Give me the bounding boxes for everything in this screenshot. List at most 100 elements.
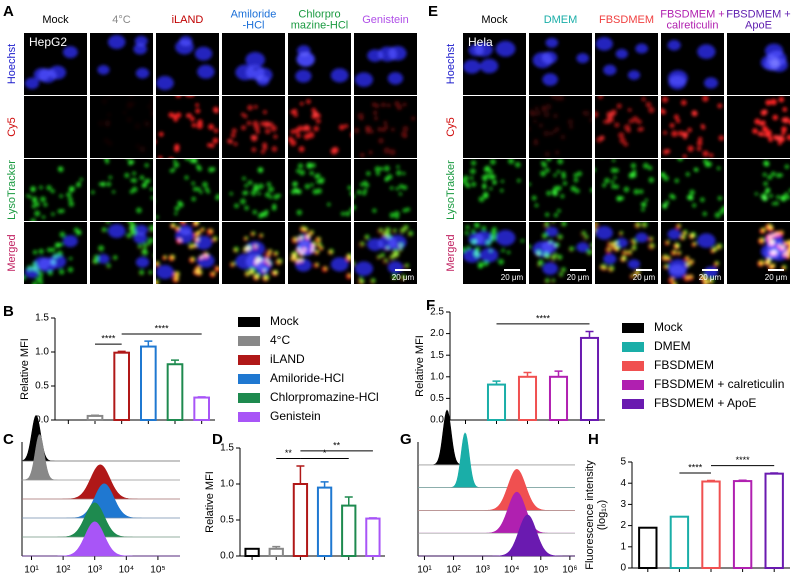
- cy5-spot: [389, 149, 396, 156]
- lyso-spot: [90, 190, 95, 195]
- cy5-spot: [627, 108, 632, 112]
- lyso-spot: [545, 168, 550, 173]
- lyso-spot: [296, 209, 303, 216]
- cy5-spot: [619, 137, 626, 144]
- lyso-spot: [297, 163, 304, 169]
- lyso-spot: [545, 278, 550, 283]
- lyso-spot: [471, 181, 477, 187]
- lyso-spot: [762, 172, 767, 177]
- lyso-spot: [685, 172, 690, 177]
- lyso-spot: [191, 181, 196, 186]
- lyso-spot: [258, 167, 264, 173]
- nucleus: [156, 75, 174, 91]
- lyso-spot: [613, 175, 617, 180]
- lyso-spot: [692, 241, 697, 246]
- error-bar: [144, 340, 153, 347]
- lyso-spot: [126, 233, 132, 239]
- lyso-spot: [758, 259, 765, 266]
- cy5-spot: [150, 98, 153, 104]
- x-tick-label: 10³: [475, 565, 490, 576]
- lyso-spot: [234, 203, 239, 209]
- nucleus: [463, 59, 481, 74]
- bar: [193, 396, 210, 421]
- error-bar: [770, 472, 779, 474]
- cy5-spot: [781, 131, 786, 136]
- lyso-spot: [143, 247, 147, 252]
- lyso-spot: [769, 193, 773, 198]
- lyso-spot: [469, 168, 476, 175]
- stain: [290, 162, 351, 217]
- lyso-spot: [557, 159, 564, 165]
- cy5-spot: [185, 96, 189, 97]
- lyso-spot: [595, 227, 597, 232]
- nucleus: [62, 235, 78, 248]
- nucleus: [378, 235, 397, 251]
- lyso-spot: [316, 236, 322, 242]
- cy5-spot: [354, 127, 360, 134]
- lyso-spot: [258, 183, 264, 190]
- lyso-spot: [293, 252, 298, 257]
- lyso-spot: [240, 198, 246, 205]
- lyso-spot: [556, 170, 561, 174]
- lyso-spot: [142, 242, 148, 248]
- y-tick-label: 1.0: [430, 371, 444, 382]
- cy5-spot: [778, 96, 785, 103]
- lyso-spot: [32, 261, 38, 267]
- cy5-spot: [545, 103, 552, 111]
- cy5-spot: [158, 131, 164, 137]
- cy5-spot: [770, 98, 777, 106]
- lyso-spot: [273, 270, 278, 275]
- lyso-spot: [348, 273, 351, 277]
- lyso-spot: [340, 211, 345, 216]
- column-header: mazine-HCl: [291, 19, 348, 31]
- y-tick-label: 3: [620, 499, 626, 510]
- cy5-spot: [626, 128, 632, 133]
- micrograph: [661, 159, 724, 221]
- lyso-spot: [557, 254, 563, 260]
- cy5-spot: [662, 149, 669, 155]
- y-tick-label: 2: [620, 520, 626, 531]
- lyso-spot: [149, 187, 153, 191]
- lyso-spot: [789, 242, 790, 245]
- cy5-spot: [682, 154, 687, 158]
- lyso-spot: [34, 210, 41, 217]
- lyso-spot: [569, 246, 575, 252]
- micrograph: [156, 159, 219, 221]
- lyso-spot: [191, 196, 196, 202]
- lyso-spot: [781, 264, 787, 270]
- lyso-spot: [396, 165, 400, 169]
- lyso-spot: [173, 161, 180, 168]
- lyso-spot: [678, 250, 682, 255]
- lyso-spot: [706, 161, 713, 168]
- nucleus: [541, 240, 558, 253]
- lyso-spot: [508, 159, 515, 165]
- cy5-spot: [373, 116, 379, 121]
- cy5-spot: [603, 119, 608, 124]
- row-label: Merged: [445, 234, 457, 271]
- stain: [90, 159, 153, 214]
- lyso-spot: [349, 191, 351, 196]
- cy5-spot: [315, 118, 321, 124]
- lyso-spot: [610, 167, 617, 174]
- scale-bar-label: 20 μm: [633, 273, 656, 282]
- lyso-spot: [764, 161, 770, 167]
- micrograph: [288, 159, 351, 221]
- scale-bar-label: 20 μm: [765, 273, 788, 282]
- cy5-spot: [645, 101, 652, 108]
- micrograph: [24, 159, 87, 221]
- cy5-spot: [754, 118, 761, 125]
- cy5-spot: [591, 249, 592, 252]
- cy5-spot: [126, 100, 132, 106]
- lyso-spot: [249, 267, 256, 274]
- lyso-spot: [129, 225, 135, 231]
- lyso-spot: [156, 215, 159, 219]
- cy5-spot: [534, 106, 539, 111]
- lyso-spot: [233, 246, 240, 253]
- cy5-spot: [313, 125, 319, 132]
- cy5-spot: [386, 103, 391, 108]
- stain: [227, 104, 278, 154]
- lyso-spot: [178, 238, 182, 242]
- lyso-spot: [127, 222, 133, 224]
- micrograph: [222, 33, 285, 95]
- nucleus: [378, 46, 397, 62]
